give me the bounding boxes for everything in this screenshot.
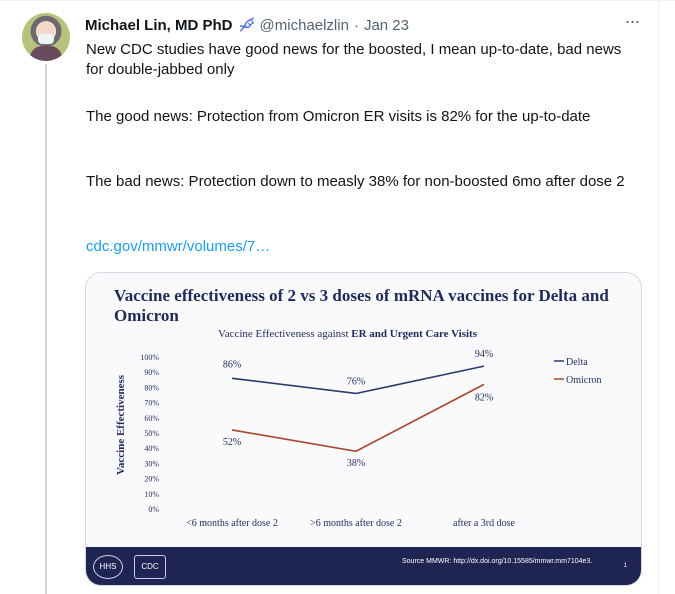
y-tick-label: 0% xyxy=(148,505,159,514)
legend: Delta Omicron xyxy=(554,357,602,386)
y-tick-label: 90% xyxy=(144,368,159,377)
hhs-seal-icon: HHS xyxy=(93,555,123,579)
data-label-delta: 76% xyxy=(347,376,365,387)
data-label-delta: 94% xyxy=(475,349,493,360)
source-citation: Source MMWR: http://dx.doi.org/10.15585/… xyxy=(402,558,593,565)
x-tick-group: <6 months after dose 2 >6 months after do… xyxy=(186,518,515,529)
y-tick-label: 70% xyxy=(144,399,159,408)
data-label-omicron: 38% xyxy=(347,458,365,469)
tweet-top-border xyxy=(0,0,675,1)
timeline-right-border xyxy=(658,0,659,594)
author-handle[interactable]: @michaelzlin xyxy=(259,16,349,34)
chart-title-prefix: Vaccine Effectiveness against xyxy=(218,328,352,340)
avatar-mask xyxy=(38,34,54,44)
y-tick-label: 100% xyxy=(140,353,159,362)
y-tick-label: 30% xyxy=(144,459,159,468)
author-name[interactable]: Michael Lin, MD PhD xyxy=(85,16,233,34)
avatar[interactable] xyxy=(22,13,70,61)
dna-emoji-icon xyxy=(238,17,256,33)
y-axis-label: Vaccine Effectiveness xyxy=(115,374,127,475)
data-label-delta: 86% xyxy=(223,359,241,370)
slide-page-number: 1 xyxy=(623,563,627,569)
attached-image[interactable]: Vaccine effectiveness of 2 vs 3 doses of… xyxy=(85,272,642,586)
series-line-omicron xyxy=(231,383,485,453)
more-horizontal-icon[interactable]: ··· xyxy=(624,11,641,31)
chart-title: Vaccine Effectiveness against ER and Urg… xyxy=(218,328,477,340)
y-tick-label: 40% xyxy=(144,444,159,453)
series-group: 86% 76% 94% 52% 38% 82% xyxy=(223,349,493,469)
legend-label-omicron: Omicron xyxy=(566,375,602,386)
slide-footer: HHS CDC Source MMWR: http://dx.doi.org/1… xyxy=(86,547,641,585)
tweet-text-paragraph-1: New CDC studies have good news for the b… xyxy=(86,41,622,78)
x-tick-label: after a 3rd dose xyxy=(453,518,515,529)
y-tick-label: 50% xyxy=(144,429,159,438)
tweet-text-paragraph-3: The bad news: Protection down to measly … xyxy=(86,173,625,190)
tweet-header: Michael Lin, MD PhD @michaelzlin · Jan 2… xyxy=(85,15,409,35)
y-tick-label: 10% xyxy=(144,490,159,499)
slide-title: Vaccine effectiveness of 2 vs 3 doses of… xyxy=(114,286,609,325)
y-tick-group: 0% 10% 20% 30% 40% 50% 60% 70% 80% 90% 100% xyxy=(140,353,159,514)
tweet-text-paragraph-2: The good news: Protection from Omicron E… xyxy=(86,108,591,125)
chart-title-bold: ER and Urgent Care Visits xyxy=(351,328,477,340)
slide: Vaccine effectiveness of 2 vs 3 doses of… xyxy=(86,273,641,585)
vaccine-effectiveness-chart: Vaccine Effectiveness 0% 10% 20% 30% 40% 50% 6… xyxy=(115,349,602,529)
y-tick-label: 60% xyxy=(144,414,159,423)
thread-line xyxy=(45,64,47,594)
y-tick-label: 20% xyxy=(144,475,159,484)
x-tick-label: <6 months after dose 2 xyxy=(186,518,278,529)
data-label-omicron: 52% xyxy=(223,437,241,448)
header-separator: · xyxy=(353,16,359,34)
legend-label-delta: Delta xyxy=(566,357,588,368)
cdc-logo-icon: CDC xyxy=(134,555,166,579)
x-tick-label: >6 months after dose 2 xyxy=(310,518,402,529)
data-label-omicron: 82% xyxy=(475,392,493,403)
avatar-body xyxy=(30,46,62,61)
y-tick-label: 80% xyxy=(144,383,159,392)
tweet-date[interactable]: Jan 23 xyxy=(363,16,409,34)
tweet-link[interactable]: cdc.gov/mmwr/volumes/7… xyxy=(86,238,271,255)
